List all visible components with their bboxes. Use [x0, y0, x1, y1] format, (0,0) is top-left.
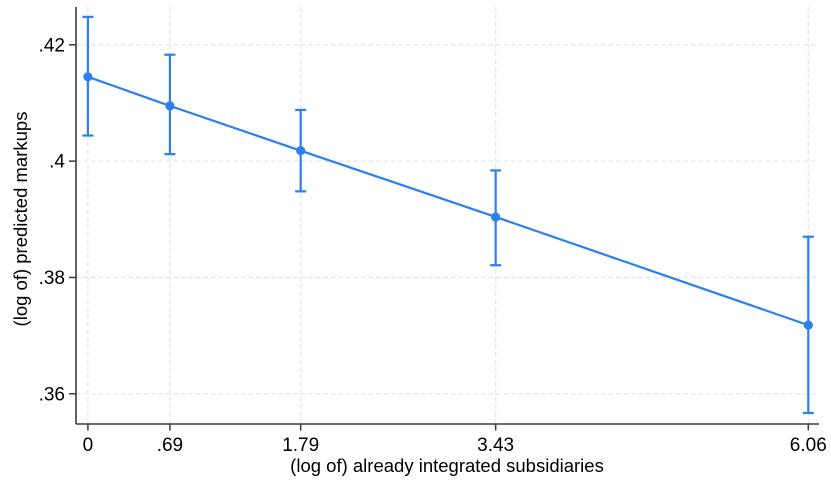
- gridlines: [76, 7, 819, 424]
- confidence-intervals: [82, 15, 814, 415]
- y-tick-label: .42: [39, 35, 65, 56]
- data-point-marker: [296, 146, 306, 156]
- x-tick-label: .69: [157, 435, 183, 456]
- y-tick-label: .38: [39, 268, 65, 289]
- x-tick-label: 6.06: [790, 435, 827, 456]
- x-axis-ticks: 0 .69 1.79 3.43 6.06: [83, 424, 827, 456]
- y-tick-label: .36: [39, 384, 65, 405]
- data-point-marker: [83, 72, 93, 82]
- y-axis-title: (log of) predicted markups: [10, 112, 31, 327]
- axes: [75, 7, 819, 425]
- y-axis-ticks: .42 .4 .38 .36: [39, 35, 76, 405]
- data-point-marker: [491, 212, 501, 222]
- trend-line: [87, 75, 809, 327]
- data-point-marker: [803, 320, 813, 330]
- x-tick-label: 1.79: [282, 435, 319, 456]
- data-point-marker: [165, 101, 175, 111]
- y-tick-label: .4: [49, 152, 65, 173]
- x-tick-label: 0: [83, 435, 94, 456]
- data-point-markers: [83, 72, 813, 330]
- x-axis-title: (log of) already integrated subsidiaries: [290, 455, 604, 476]
- x-tick-label: 3.43: [477, 435, 514, 456]
